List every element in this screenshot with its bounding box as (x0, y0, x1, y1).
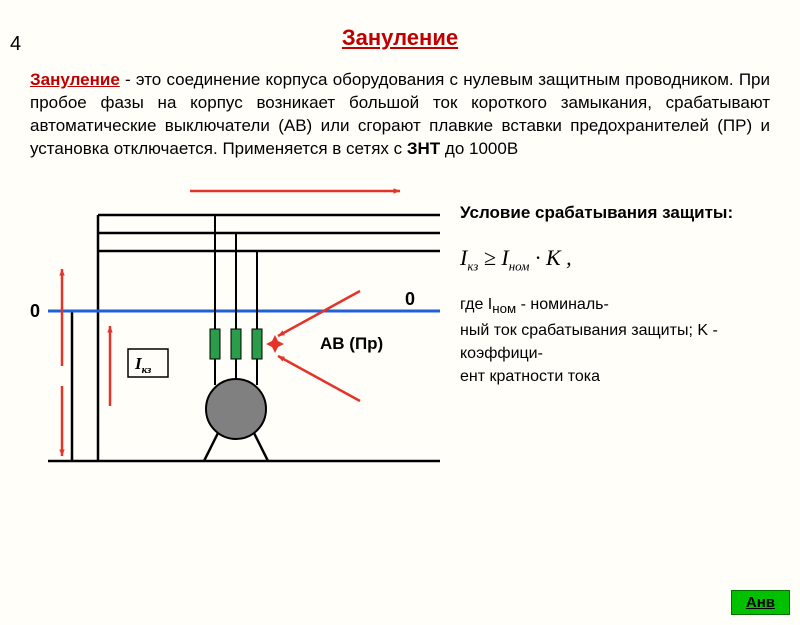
anv-button[interactable]: Анв (731, 590, 790, 615)
circuit-diagram: 0 0 Iкз АВ (Пр) (20, 171, 450, 481)
formula: Iкз ≥ Iном · K , (460, 243, 775, 276)
svg-text:Iкз: Iкз (134, 354, 152, 376)
formula-explanation: где Iном - номиналь- ный ток срабатывани… (460, 293, 775, 388)
page-number: 4 (10, 33, 21, 56)
para-text: - это соединение корпуса оборудования с … (30, 70, 770, 158)
condition-block: Условие срабатывания защиты: Iкз ≥ Iном … (450, 171, 800, 481)
para-tail: до 1000В (440, 139, 518, 158)
para-bold: ЗНТ (407, 139, 440, 158)
svg-text:АВ (Пр): АВ (Пр) (320, 334, 383, 353)
condition-title: Условие срабатывания защиты: (460, 201, 775, 225)
keyword: Зануление (30, 70, 120, 89)
page-title: Зануление (0, 25, 800, 51)
svg-text:0: 0 (405, 289, 415, 309)
svg-text:0: 0 (30, 301, 40, 321)
main-paragraph: Зануление - это соединение корпуса обору… (30, 69, 770, 161)
